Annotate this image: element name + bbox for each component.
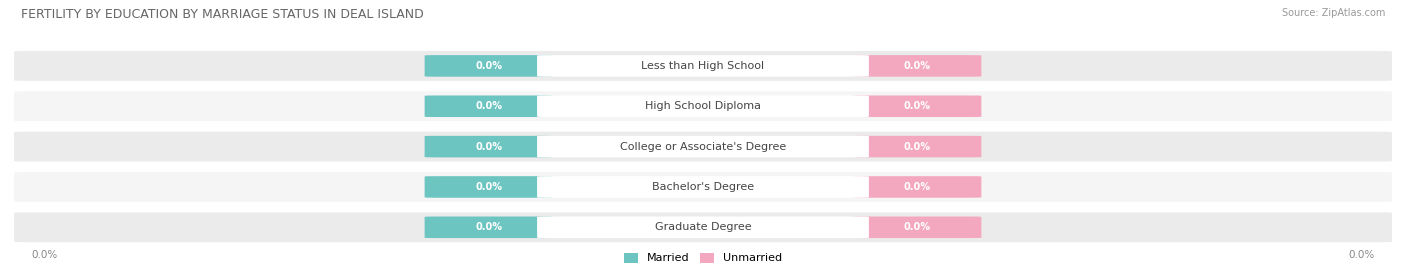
Text: 0.0%: 0.0% <box>904 101 931 111</box>
Text: 0.0%: 0.0% <box>31 250 58 260</box>
Text: 0.0%: 0.0% <box>904 61 931 71</box>
FancyBboxPatch shape <box>425 95 553 117</box>
Text: 0.0%: 0.0% <box>904 141 931 152</box>
FancyBboxPatch shape <box>14 91 1392 121</box>
FancyBboxPatch shape <box>14 51 1392 81</box>
FancyBboxPatch shape <box>425 55 553 77</box>
Text: 0.0%: 0.0% <box>475 222 502 232</box>
Text: Bachelor's Degree: Bachelor's Degree <box>652 182 754 192</box>
FancyBboxPatch shape <box>853 55 981 77</box>
Text: 0.0%: 0.0% <box>475 182 502 192</box>
Text: 0.0%: 0.0% <box>475 141 502 152</box>
FancyBboxPatch shape <box>425 176 553 198</box>
FancyBboxPatch shape <box>425 217 553 238</box>
Text: High School Diploma: High School Diploma <box>645 101 761 111</box>
FancyBboxPatch shape <box>537 217 869 238</box>
Text: FERTILITY BY EDUCATION BY MARRIAGE STATUS IN DEAL ISLAND: FERTILITY BY EDUCATION BY MARRIAGE STATU… <box>21 8 423 21</box>
Text: 0.0%: 0.0% <box>904 222 931 232</box>
Text: 0.0%: 0.0% <box>475 61 502 71</box>
FancyBboxPatch shape <box>425 136 553 157</box>
FancyBboxPatch shape <box>537 136 869 157</box>
FancyBboxPatch shape <box>853 217 981 238</box>
Text: Source: ZipAtlas.com: Source: ZipAtlas.com <box>1281 8 1385 18</box>
Legend: Married, Unmarried: Married, Unmarried <box>624 253 782 263</box>
FancyBboxPatch shape <box>537 95 869 117</box>
FancyBboxPatch shape <box>14 213 1392 242</box>
Text: College or Associate's Degree: College or Associate's Degree <box>620 141 786 152</box>
FancyBboxPatch shape <box>853 95 981 117</box>
Text: 0.0%: 0.0% <box>475 101 502 111</box>
FancyBboxPatch shape <box>853 136 981 157</box>
FancyBboxPatch shape <box>14 172 1392 202</box>
Text: 0.0%: 0.0% <box>904 182 931 192</box>
Text: Graduate Degree: Graduate Degree <box>655 222 751 232</box>
FancyBboxPatch shape <box>537 176 869 198</box>
Text: Less than High School: Less than High School <box>641 61 765 71</box>
Text: 0.0%: 0.0% <box>1348 250 1375 260</box>
FancyBboxPatch shape <box>14 132 1392 161</box>
FancyBboxPatch shape <box>537 55 869 77</box>
FancyBboxPatch shape <box>853 176 981 198</box>
